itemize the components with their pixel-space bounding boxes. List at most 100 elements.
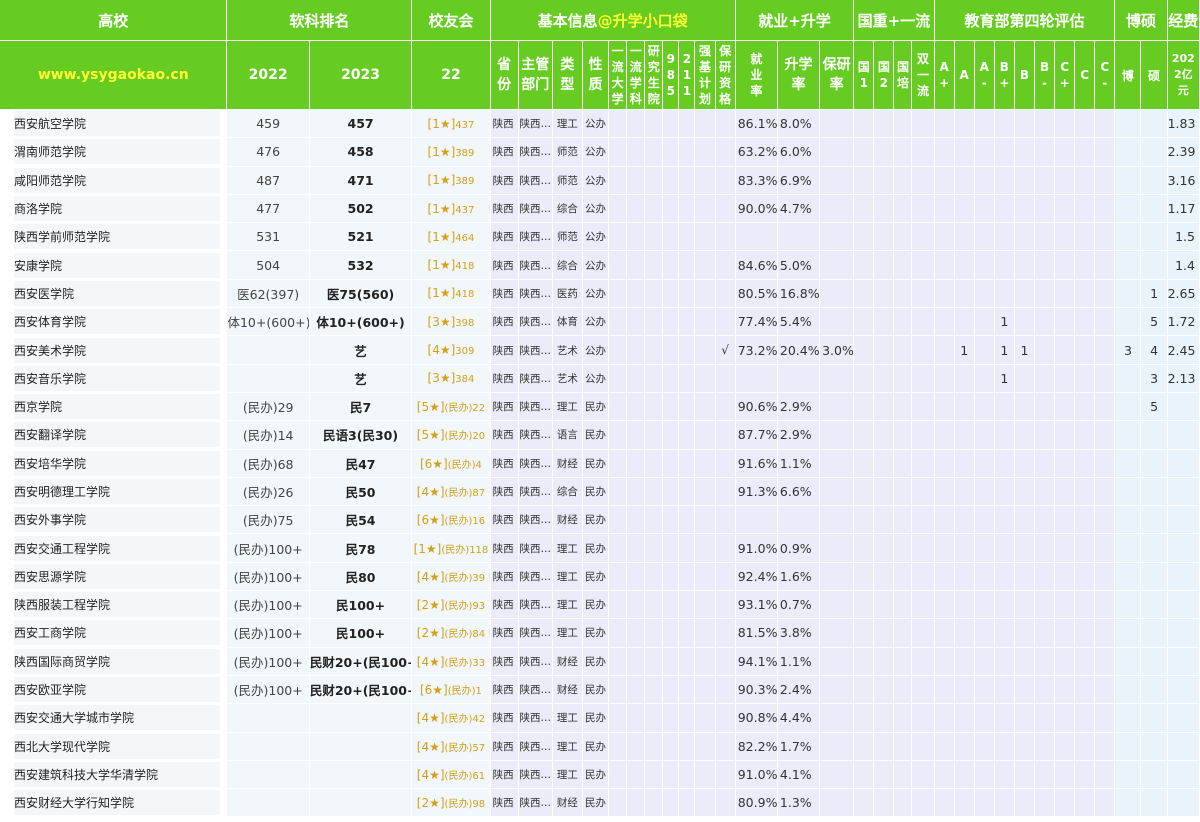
header-shuangyiliu[interactable]: 双一流: [911, 40, 935, 110]
header-2022[interactable]: 2022: [226, 40, 310, 110]
header-alumni-year[interactable]: 22: [411, 40, 491, 110]
header-eval-aminus[interactable]: A-: [974, 40, 995, 110]
school-name-cell[interactable]: 西安航空学院: [0, 109, 228, 139]
header-bo[interactable]: 博: [1114, 40, 1142, 110]
table-row[interactable]: 商洛学院 477 502 [1★]437 陕西 陕西… 综合 公办 90.0% 4.7% 1.17: [0, 194, 1200, 224]
table-row[interactable]: 西安美术学院艺 [4★]309 陕西 陕西… 艺术 公办 √ 73.2% 20.4% 3.0% 1 1…: [0, 335, 1200, 365]
school-name-cell[interactable]: 西安工商学院: [0, 618, 228, 648]
school-name-cell[interactable]: 西安医学院: [0, 279, 228, 309]
table-row[interactable]: 陕西服装工程学院 (民办)100+ 民100+ [2★](民办)93 陕西 陕西… 理工 民办…: [0, 590, 1200, 620]
school-name-cell[interactable]: 西安财经大学行知学院: [0, 788, 228, 818]
school-name-cell[interactable]: 西安明德理工学院: [0, 477, 228, 507]
further-study-rate: 16.8%: [777, 279, 821, 309]
header-eval-a[interactable]: A: [954, 40, 975, 110]
header-province[interactable]: 省份: [490, 40, 519, 110]
header-eval-aplus[interactable]: A+: [934, 40, 955, 110]
header-eval-cminus[interactable]: C-: [1094, 40, 1116, 110]
table-row[interactable]: 安康学院 504 532 [1★]418 陕西 陕西… 综合 公办 84.6% 5.0% 1.4: [0, 250, 1200, 280]
header-eval-bminus[interactable]: B-: [1034, 40, 1056, 110]
school-name-cell[interactable]: 西安外事学院: [0, 505, 228, 535]
header-phd-master[interactable]: 博硕: [1114, 0, 1168, 41]
header-yanjiushengyuan[interactable]: 研究生院: [644, 40, 664, 110]
school-name-cell[interactable]: 渭南师范学院: [0, 137, 228, 167]
table-row[interactable]: 西安体育学院 体10+(600+) 体10+(600+) [3★]398 陕西 陕西… 体育…: [0, 307, 1200, 337]
header-dept[interactable]: 主管部门: [518, 40, 553, 110]
table-row[interactable]: 西安财经大学行知学院 [2★](民办)98 陕西 陕西… 财经 民办 80.9% 1.3%: [0, 788, 1200, 818]
table-row[interactable]: 西安交通大学城市学院 [4★](民办)42 陕西 陕西… 理工 民办 90.8% 4.4%: [0, 703, 1200, 733]
header-2023[interactable]: 2023: [309, 40, 413, 110]
table-row[interactable]: 西京学院 (民办)29 民7 [5★](民办)22 陕西 陕西… 理工 民办 90.6% 2.9%…: [0, 392, 1200, 422]
school-name-cell[interactable]: 西安体育学院: [0, 307, 228, 337]
header-211[interactable]: 211: [678, 40, 696, 110]
shuangyiliu: [911, 364, 935, 393]
table-row[interactable]: 西安建筑科技大学华清学院 [4★](民办)61 陕西 陕西… 理工 民办 91.0% 4.1%: [0, 760, 1200, 790]
header-eval-b[interactable]: B: [1014, 40, 1035, 110]
header-yiliu-daxue[interactable]: 一流大学: [608, 40, 628, 110]
header-jiuye[interactable]: 就业率: [735, 40, 778, 110]
school-name-cell[interactable]: 西安培华学院: [0, 449, 228, 478]
school-name-cell[interactable]: 西北大学现代学院: [0, 732, 228, 761]
table-row[interactable]: 西安思源学院 (民办)100+ 民80 [4★](民办)39 陕西 陕西… 理工 民办 92.4…: [0, 562, 1200, 592]
header-school[interactable]: 高校: [0, 0, 228, 41]
school-name-cell[interactable]: 西安翻译学院: [0, 420, 228, 450]
table-row[interactable]: 西安外事学院 (民办)75 民54 [6★](民办)16 陕西 陕西… 财经 民办: [0, 505, 1200, 535]
header-guopei[interactable]: 国培: [893, 40, 913, 110]
table-row[interactable]: 西安交通工程学院 (民办)100+ 民78 [1★](民办)118 陕西 陕西… 理工 民办 9…: [0, 533, 1200, 563]
table-row[interactable]: 西安航空学院 459 457 [1★]437 陕西 陕西… 理工 公办 86.1% 8.0% 1.8…: [0, 109, 1200, 139]
header-guo2[interactable]: 国2: [873, 40, 895, 110]
header-employment[interactable]: 就业+升学: [735, 0, 855, 41]
header-shuo[interactable]: 硕: [1140, 40, 1168, 110]
header-baoyan[interactable]: 保研率: [819, 40, 855, 110]
table-row[interactable]: 西安音乐学院艺 [3★]384 陕西 陕西… 艺术 公办 1 3 2.13: [0, 364, 1200, 393]
header-eval-cplus[interactable]: C+: [1054, 40, 1076, 110]
eval-bminus: [1034, 392, 1056, 422]
school-name-cell[interactable]: 陕西学前师范学院: [0, 222, 228, 252]
guo1: [853, 647, 875, 676]
table-row[interactable]: 西安欧亚学院(民办)100+民财20+(民100+)[6★](民办)1陕西陕西……: [0, 675, 1200, 705]
school-name-cell[interactable]: 安康学院: [0, 250, 228, 280]
table-row[interactable]: 渭南师范学院 476 458 [1★]389 陕西 陕西… 师范 公办 63.2% 6.0% 2.3…: [0, 137, 1200, 167]
table-row[interactable]: 陕西国际商贸学院(民办)100+民财20+(民100+)[4★](民办)33陕西…: [0, 647, 1200, 676]
header-yiliu-xueke[interactable]: 一流学科: [626, 40, 646, 110]
header-qiangji[interactable]: 强基计划: [694, 40, 716, 110]
school-name-cell[interactable]: 陕西国际商贸学院: [0, 647, 228, 676]
school-name-cell[interactable]: 咸阳师范学院: [0, 166, 228, 195]
table-row[interactable]: 西安培华学院 (民办)68 民47 [6★](民办)4 陕西 陕西… 财经 民办 91.6% 1.…: [0, 449, 1200, 478]
table-row[interactable]: 西安医学院 医62(397) 医75(560) [1★]418 陕西 陕西… 医药 公办 80.…: [0, 279, 1200, 309]
header-basic-info[interactable]: 基本信息@升学小口袋: [490, 0, 736, 41]
header-shengxue[interactable]: 升学率: [777, 40, 821, 110]
eval-bminus: [1034, 449, 1056, 478]
header-type[interactable]: 类型: [552, 40, 583, 110]
province: 陕西: [490, 364, 519, 393]
header-soft-rank[interactable]: 软科排名: [226, 0, 413, 41]
header-fee[interactable]: 经费: [1167, 0, 1200, 41]
school-name-cell[interactable]: 西安交通大学城市学院: [0, 703, 228, 733]
rank-2022: 477: [226, 194, 310, 224]
header-guo1[interactable]: 国1: [853, 40, 875, 110]
header-fee-unit[interactable]: 2022亿元: [1167, 40, 1200, 110]
school-name-cell[interactable]: 西安美术学院: [0, 335, 228, 365]
header-eval-c[interactable]: C: [1074, 40, 1096, 110]
table-row[interactable]: 西安翻译学院 (民办)14 民语3(民30) [5★](民办)20 陕西 陕西… 语言 民办 8…: [0, 420, 1200, 450]
table-row[interactable]: 陕西学前师范学院 531 521 [1★]464 陕西 陕西… 师范 公办 1.5: [0, 222, 1200, 252]
header-985[interactable]: 985: [662, 40, 680, 110]
header-eval[interactable]: 教育部第四轮评估: [934, 0, 1116, 41]
school-name-cell[interactable]: 西安建筑科技大学华清学院: [0, 760, 228, 790]
school-name-cell[interactable]: 西京学院: [0, 392, 228, 422]
table-row[interactable]: 西北大学现代学院 [4★](民办)57 陕西 陕西… 理工 民办 82.2% 1.7%: [0, 732, 1200, 761]
school-name-cell[interactable]: 商洛学院: [0, 194, 228, 224]
header-national[interactable]: 国重+一流: [853, 0, 935, 41]
header-baoyan-zige[interactable]: 保研资格: [715, 40, 736, 110]
table-row[interactable]: 咸阳师范学院 487 471 [1★]389 陕西 陕西… 师范 公办 83.3% 6.9% 3.1…: [0, 166, 1200, 195]
school-name-cell[interactable]: 西安思源学院: [0, 562, 228, 592]
header-nature[interactable]: 性质: [582, 40, 610, 110]
table-row[interactable]: 西安明德理工学院 (民办)26 民50 [4★](民办)87 陕西 陕西… 综合 民办 91.3…: [0, 477, 1200, 507]
school-name-cell[interactable]: 陕西服装工程学院: [0, 590, 228, 620]
school-name-cell[interactable]: 西安交通工程学院: [0, 533, 228, 563]
header-alumni[interactable]: 校友会: [411, 0, 491, 41]
school-name-cell[interactable]: 西安欧亚学院: [0, 675, 228, 705]
school-name-cell[interactable]: 西安音乐学院: [0, 364, 228, 393]
header-eval-bplus[interactable]: B+: [994, 40, 1015, 110]
table-row[interactable]: 西安工商学院 (民办)100+ 民100+ [2★](民办)84 陕西 陕西… 理工 民办 81…: [0, 618, 1200, 648]
site-url[interactable]: www.ysygaokao.cn: [0, 40, 228, 110]
